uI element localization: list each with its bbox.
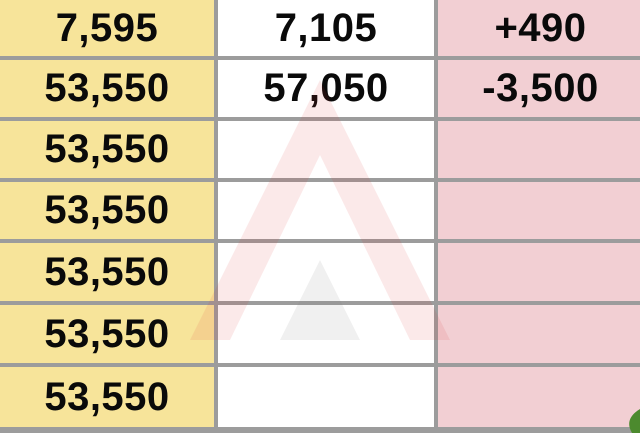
table-cell: 53,550: [0, 367, 214, 427]
table-cell: [438, 367, 640, 427]
table-cell: [438, 121, 640, 178]
table-cell: 53,550: [0, 182, 214, 239]
table-cell: -3,500: [438, 60, 640, 117]
table-cell: 53,550: [0, 60, 214, 117]
table-cell: [438, 305, 640, 363]
table-cell: [218, 182, 434, 239]
table-cell: 53,550: [0, 305, 214, 363]
table-cell: [438, 182, 640, 239]
table-cell: [218, 243, 434, 301]
table-cell: 7,595: [0, 0, 214, 56]
table-cell: [438, 243, 640, 301]
leaf-icon: [629, 409, 640, 433]
table-cell: 57,050: [218, 60, 434, 117]
table-cell: [218, 367, 434, 427]
table-cell: [218, 305, 434, 363]
table-cell: 53,550: [0, 121, 214, 178]
table-cell: [218, 121, 434, 178]
table-cell: 7,105: [218, 0, 434, 56]
table-cell: +490: [438, 0, 640, 56]
table-cell: 53,550: [0, 243, 214, 301]
